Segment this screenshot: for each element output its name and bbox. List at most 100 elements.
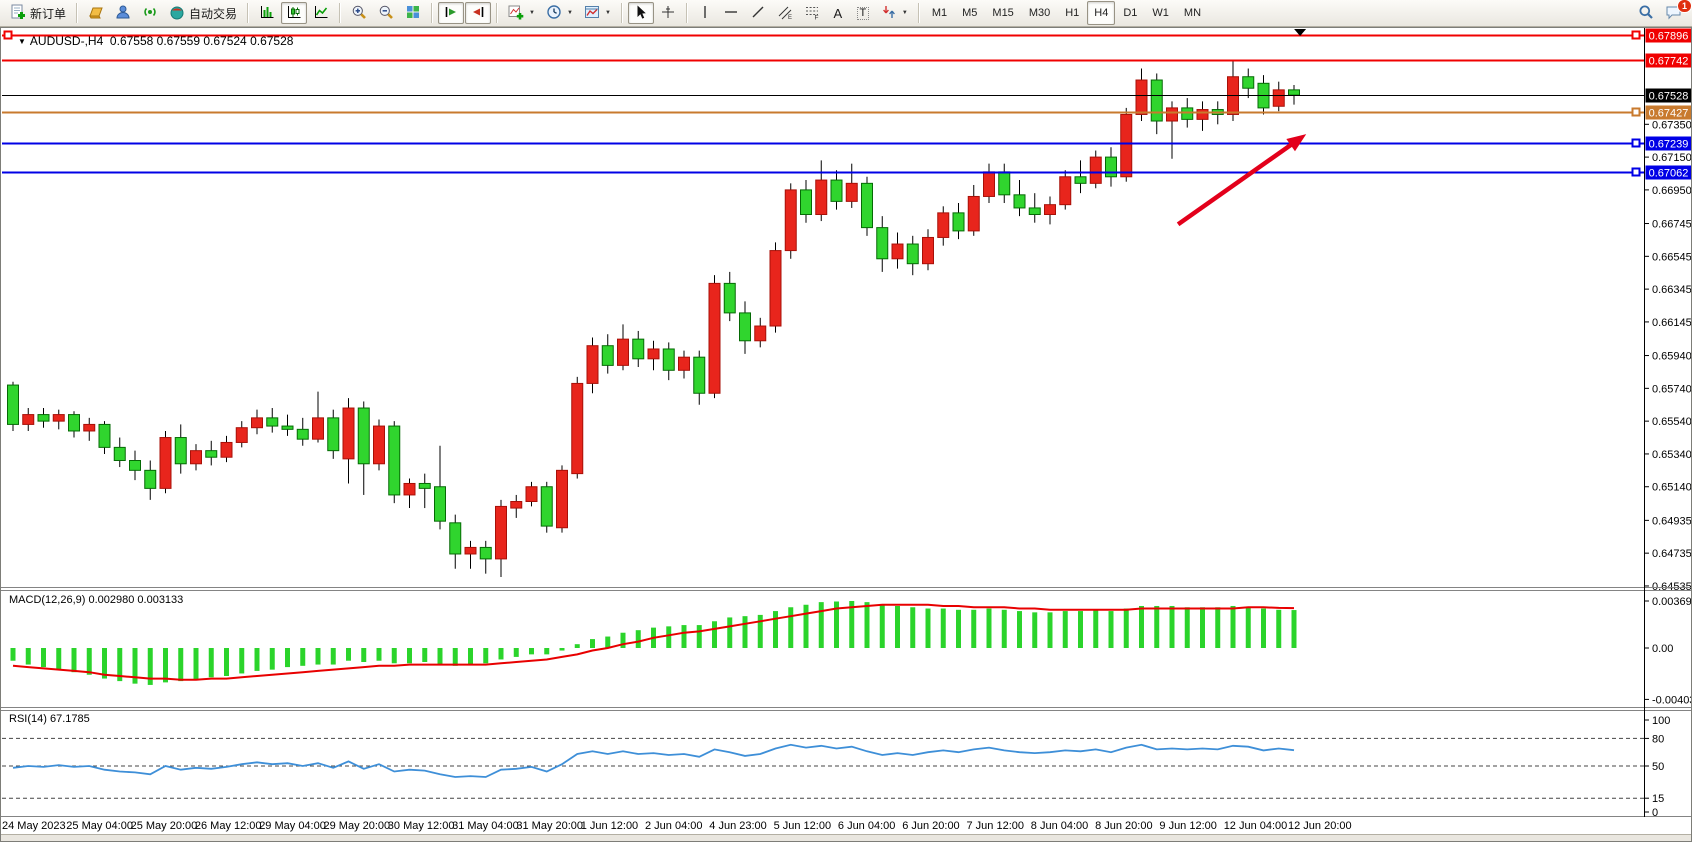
new-order-label: 新订单	[30, 6, 67, 21]
svg-text:15: 15	[1652, 793, 1664, 805]
svg-text:80: 80	[1652, 733, 1664, 745]
chart-shift-button[interactable]	[465, 2, 492, 24]
time-axis-label: 30 May 12:00	[388, 820, 455, 832]
horizontal-line-tool-button[interactable]	[718, 2, 744, 24]
svg-text:0.003691: 0.003691	[1652, 596, 1691, 608]
line-handle[interactable]	[3, 30, 13, 40]
toolbar-separator	[620, 3, 623, 23]
chart-shift-icon	[470, 4, 486, 23]
time-axis-label: 31 May 20:00	[516, 820, 583, 832]
svg-text:F: F	[814, 14, 818, 20]
market-watch-button[interactable]	[83, 2, 109, 24]
candlestick-chart-button[interactable]	[281, 2, 308, 24]
toolbar-separator	[685, 3, 688, 23]
time-axis-label: 25 May 04:00	[66, 820, 133, 832]
zoom-in-button[interactable]	[346, 2, 372, 24]
horizontal-line-0.67896[interactable]	[2, 30, 1644, 40]
line-handle[interactable]	[1631, 167, 1641, 177]
time-axis-label: 8 Jun 04:00	[1031, 820, 1089, 832]
candlestick-chart-icon	[286, 4, 302, 23]
crosshair-icon	[660, 4, 676, 23]
templates-button[interactable]: ▼	[579, 2, 616, 24]
search-button[interactable]	[1633, 2, 1659, 24]
zoom-out-icon	[378, 4, 394, 23]
search-icon	[1638, 4, 1654, 23]
macd-signal-line	[12, 603, 1295, 681]
timeframe-W1[interactable]: W1	[1152, 7, 1169, 19]
text-label-tool-button[interactable]: T	[851, 2, 875, 24]
text-tool-button[interactable]: A	[826, 2, 850, 24]
horizontal-line-0.67427[interactable]	[2, 107, 1644, 117]
line-chart-button[interactable]	[308, 2, 334, 24]
toolbar-separator	[496, 3, 499, 23]
auto-trading-icon	[169, 4, 185, 23]
timeframe-M5[interactable]: M5	[962, 7, 978, 19]
svg-text:0.65940: 0.65940	[1652, 351, 1691, 363]
channel-tool-button[interactable]: E	[772, 2, 798, 24]
horizontal-line-0.67062[interactable]	[2, 167, 1644, 177]
rsi-line	[12, 743, 1295, 778]
zoom-out-button[interactable]	[373, 2, 399, 24]
svg-text:0.65140: 0.65140	[1652, 482, 1691, 494]
svg-text:0.64935: 0.64935	[1652, 515, 1691, 527]
time-axis-label: 6 Jun 20:00	[902, 820, 960, 832]
auto-trading-button[interactable]: 自动交易	[164, 2, 242, 24]
line-handle[interactable]	[1631, 138, 1641, 148]
trend-arrow-annotation[interactable]	[1176, 134, 1307, 227]
main-price-pane[interactable]	[2, 29, 1644, 577]
line-handle[interactable]	[1631, 30, 1641, 40]
bar-chart-button[interactable]	[254, 2, 280, 24]
price-axis[interactable]: 0.67896 0.67742 0.67528 0.67427 0.67239 0.670…	[1644, 28, 1691, 820]
horizontal-line-0.67239[interactable]	[2, 138, 1644, 148]
new-order-button[interactable]: 新订单	[5, 2, 71, 24]
svg-text:0.66745: 0.66745	[1652, 219, 1691, 231]
chevron-down-icon: ▼	[529, 10, 535, 16]
timeframe-H1[interactable]: H1	[1065, 7, 1080, 19]
time-axis-label: 29 May 20:00	[324, 820, 391, 832]
chart-shift-marker[interactable]	[1294, 29, 1307, 36]
zoom-in-icon	[351, 4, 367, 23]
svg-text:0.65540: 0.65540	[1652, 416, 1691, 428]
svg-text:0.64535: 0.64535	[1652, 581, 1691, 593]
chat-button[interactable]: 1	[1660, 0, 1692, 24]
time-axis-label: 12 Jun 04:00	[1224, 820, 1288, 832]
auto-scroll-button[interactable]	[438, 2, 465, 24]
timeframe-D1[interactable]: D1	[1123, 7, 1138, 19]
rsi-pane[interactable]	[2, 737, 1644, 799]
svg-text:0.67427: 0.67427	[1649, 108, 1689, 120]
time-axis-label: 24 May 2023	[2, 820, 66, 832]
svg-text:-0.004037: -0.004037	[1652, 694, 1691, 706]
line-handle[interactable]	[1631, 107, 1641, 117]
timeframe-M30[interactable]: M30	[1028, 7, 1051, 19]
auto-trading-label: 自动交易	[189, 6, 238, 21]
cursor-tool-button[interactable]	[627, 2, 654, 24]
timeframe-M15[interactable]: M15	[992, 7, 1014, 19]
vertical-line-tool-button[interactable]	[693, 2, 717, 24]
rsi-indicator-label: RSI(14) 67.1785	[9, 713, 90, 725]
arrows-tool-button[interactable]: ▼	[876, 2, 913, 24]
svg-text:0.67350: 0.67350	[1652, 119, 1691, 131]
periods-button[interactable]: ▼	[541, 2, 578, 24]
trendline-tool-button[interactable]	[745, 2, 771, 24]
price-chart-canvas[interactable]: 0.67896 0.67742 0.67528 0.67427 0.67239 0.670…	[1, 28, 1691, 841]
timeframe-M1[interactable]: M1	[931, 7, 948, 19]
svg-text:50: 50	[1652, 761, 1664, 773]
data-window-button[interactable]	[110, 2, 136, 24]
time-axis-label: 31 May 04:00	[452, 820, 519, 832]
toolbar-separator	[247, 3, 250, 23]
signals-button[interactable]	[137, 2, 163, 24]
timeframe-H4[interactable]: H4	[1087, 1, 1116, 25]
macd-histogram	[10, 601, 1297, 685]
tile-windows-button[interactable]	[400, 2, 426, 24]
svg-text:0.67062: 0.67062	[1649, 168, 1689, 180]
fibonacci-tool-button[interactable]: F	[799, 2, 825, 24]
svg-text:100: 100	[1652, 715, 1670, 727]
chart-menu-icon[interactable]: ▼	[18, 37, 26, 46]
macd-pane[interactable]	[10, 601, 1297, 685]
toolbar-separator	[917, 3, 920, 23]
indicators-button[interactable]: ▼	[503, 2, 540, 24]
crosshair-tool-button[interactable]	[655, 2, 681, 24]
timeframe-MN[interactable]: MN	[1183, 7, 1202, 19]
